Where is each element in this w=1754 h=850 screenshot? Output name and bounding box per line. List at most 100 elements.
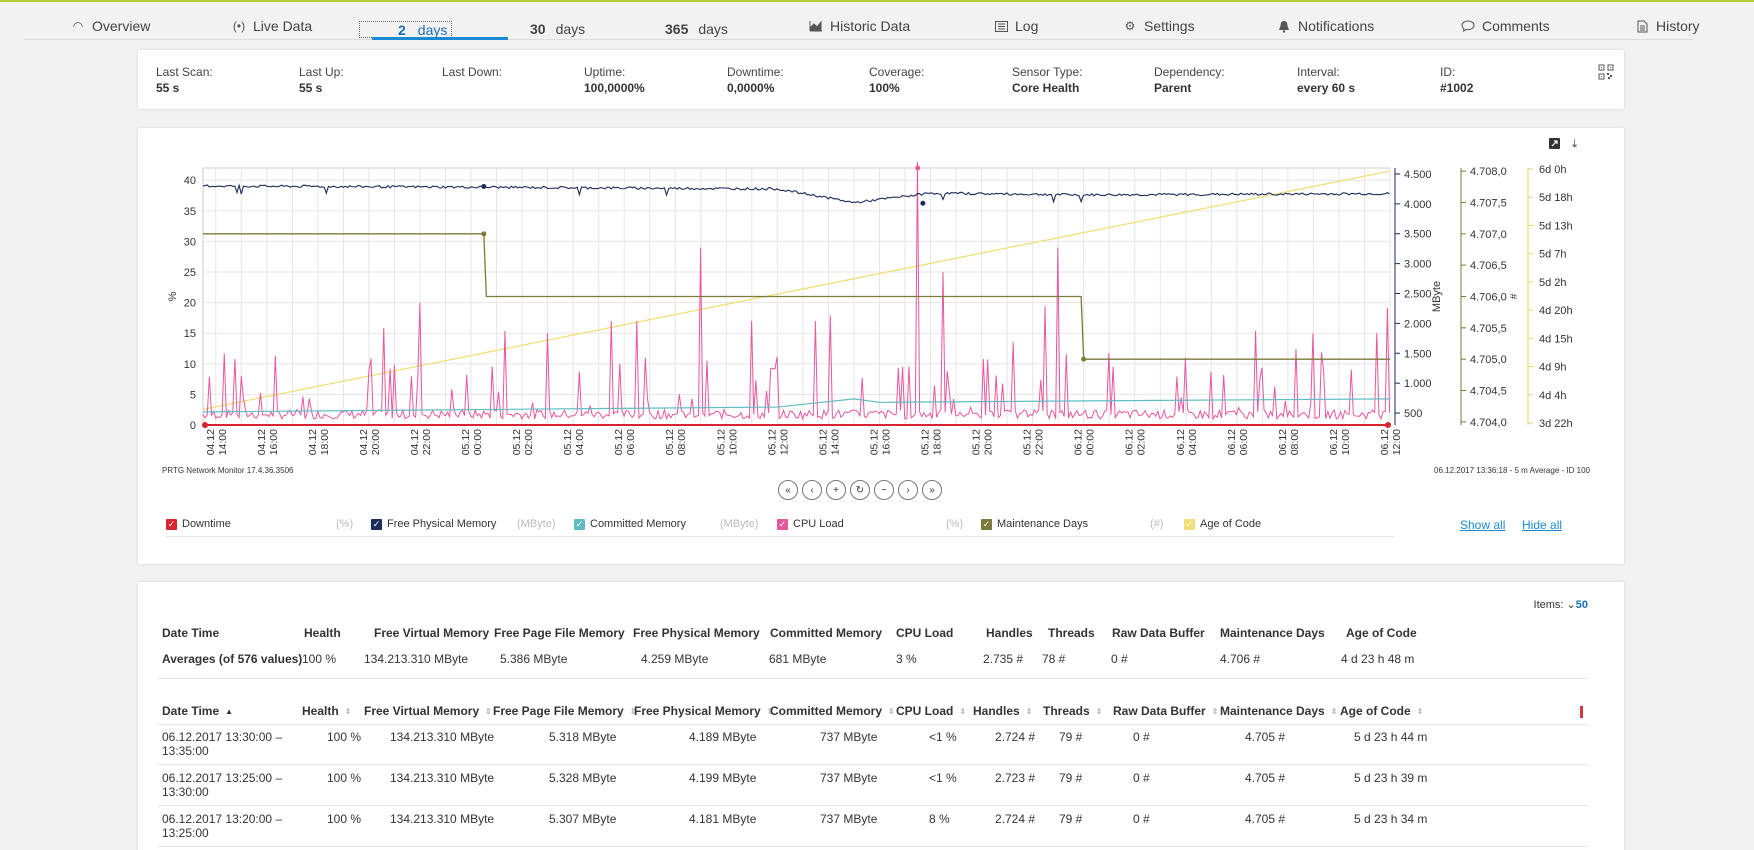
sort-column-header[interactable]: Free Page File Memory ⇕ (493, 704, 637, 718)
download-data-icon[interactable]: ⤓ (1572, 138, 1577, 150)
y-right-mbyte-tick-label: 1.000 (1404, 378, 1432, 390)
averages-cell: 4 d 23 h 48 m (1341, 652, 1415, 666)
sort-column-header[interactable]: Raw Data Buffer ⇕ (1113, 704, 1219, 718)
list-icon (993, 19, 1009, 33)
y-right-count-tick-label: 4.704,0 (1470, 417, 1507, 429)
items-per-page[interactable]: Items: ⌄50 (1533, 599, 1588, 611)
tab-live-data[interactable]: (•) Live Data (232, 18, 313, 34)
graph-toolbar: ⤓ ⤓ (1549, 138, 1600, 151)
table-cell: 100 % (327, 730, 362, 744)
sort-column-header[interactable]: Free Virtual Memory ⇕ (364, 704, 492, 718)
averages-cell: 4.259 MByte (641, 652, 709, 666)
column-header: Free Page File Memory (494, 626, 625, 640)
expand-icon[interactable] (1549, 138, 1600, 151)
x-tick-label: 05.1212:00 (766, 429, 790, 455)
y-right-mbyte-tick-label: 500 (1404, 408, 1422, 420)
checkbox-icon: ✓ (1184, 518, 1195, 530)
table-cell: 0 # (1133, 730, 1150, 744)
table-cell: 4.199 MByte (689, 771, 757, 785)
history-chart[interactable]: 0 5 10 15 20 25 30 35 40% 04.1214:00 04.1216:00 04.… (138, 128, 1624, 468)
graph-footer-version: PRTG Network Monitor 17.4.36.3506 (162, 466, 294, 475)
y-right-mbyte-tick-label: 2.000 (1404, 318, 1432, 330)
table-divider (158, 846, 1588, 847)
column-header: CPU Load (896, 626, 954, 640)
sort-column-header[interactable]: Age of Code ⇕ (1340, 704, 1424, 718)
zoom-out-button[interactable]: − (874, 480, 894, 500)
y-left-tick-label: 40 (184, 175, 196, 187)
y-right-age-tick-label: 4d 4h (1539, 390, 1567, 402)
zoom-in-button[interactable]: + (826, 480, 846, 500)
x-tick-label: 05.1218:00 (920, 429, 944, 455)
x-tick-label: 05.1208:00 (664, 429, 688, 455)
y-right-count-tick-label: 4.705,0 (1470, 354, 1507, 366)
table-cell: 5.307 MByte (549, 812, 617, 826)
tab-365-days[interactable]: 365 days (665, 21, 728, 37)
nav-next-button[interactable]: › (898, 480, 918, 500)
x-tick-label: 06.1212:00 (1379, 429, 1403, 455)
nav-prev-button[interactable]: ‹ (802, 480, 822, 500)
y-right-count-tick-label: 4.708,0 (1470, 166, 1507, 178)
table-cell: 100 % (327, 812, 362, 826)
sort-column-header[interactable]: Handles ⇕ (973, 704, 1033, 718)
legend-age-of-code[interactable]: ✓ Age of Code (1184, 518, 1262, 530)
series-maintenance-days-line (203, 233, 1390, 360)
table-cell: <1 % (929, 730, 957, 744)
sort-column-header[interactable]: Threads ⇕ (1043, 704, 1103, 718)
qr-code-icon[interactable] (1598, 64, 1614, 80)
table-cell: 100 % (327, 771, 362, 785)
x-tick-label: 05.1220:00 (971, 429, 995, 455)
sort-column-header[interactable]: Health ⇕ (302, 704, 352, 718)
x-tick-label: 04.1216:00 (256, 429, 280, 455)
reset-zoom-button[interactable]: ↻ (850, 480, 870, 500)
tab-settings[interactable]: ⚙ Settings (1122, 18, 1195, 34)
legend-downtime[interactable]: ✓ Downtime (166, 518, 231, 530)
hide-all-link[interactable]: Hide all (1522, 518, 1563, 532)
tab-comments[interactable]: Comments (1460, 18, 1550, 34)
legend-free-physical-memory[interactable]: ✓ Free Physical Memory (371, 518, 497, 530)
y-left-tick-label: 5 (190, 389, 196, 401)
tab-30-days[interactable]: 30 days (530, 21, 586, 37)
legend-unit: (MByte) (720, 518, 759, 530)
tab-log[interactable]: Log (993, 18, 1038, 34)
sort-column-header[interactable]: Free Physical Memory ⇕ (634, 704, 774, 718)
averages-cell: 4.706 # (1220, 652, 1261, 666)
tab-2-days-label: 2 days (398, 22, 448, 38)
table-cell: 134.213.310 MByte (390, 771, 495, 785)
table-cell: 4.181 MByte (689, 812, 757, 826)
series-age-of-code-line (202, 170, 1391, 410)
y-left-tick-label: 30 (184, 236, 196, 248)
sort-column-header[interactable]: Maintenance Days ⇕ (1220, 704, 1338, 718)
gauge-icon: ◠ (72, 19, 84, 33)
y-right-mbyte-tick-label: 1.500 (1404, 348, 1432, 360)
sort-column-header[interactable]: Date Time ▲ (162, 704, 234, 718)
x-tick-label: 04.1220:00 (358, 429, 382, 455)
table-cell: 06.12.2017 13:20:00 –13:25:00 (162, 812, 283, 840)
sort-icon: ⇕ (888, 707, 895, 717)
show-all-link[interactable]: Show all (1460, 518, 1506, 532)
sort-column-header[interactable]: CPU Load ⇕ (896, 704, 967, 718)
legend-committed-memory[interactable]: ✓ Committed Memory (574, 518, 686, 530)
y-right-mbyte-tick-label: 3.000 (1404, 259, 1432, 271)
sort-icon: ⇕ (1025, 707, 1033, 717)
nav-last-button[interactable]: » (922, 480, 942, 500)
tab-notifications[interactable]: Notifications (1276, 18, 1374, 34)
averages-cell: 0 # (1111, 652, 1128, 666)
y-right-mbyte-tick-label: 2.500 (1404, 289, 1432, 301)
area-chart-icon (808, 19, 824, 33)
tab-history[interactable]: History (1634, 18, 1700, 34)
table-cell: 5 d 23 h 34 m (1354, 812, 1428, 826)
sort-icon: ⇕ (959, 707, 967, 717)
sort-column-header[interactable]: Committed Memory ⇕ (770, 704, 895, 718)
x-tick-label: 05.1216:00 (868, 429, 892, 455)
table-divider (158, 678, 1588, 679)
y-right-age-tick-label: 5d 2h (1539, 277, 1567, 289)
legend-cpu-load[interactable]: ✓ CPU Load (777, 518, 844, 530)
sort-icon: ⇕ (1330, 707, 1338, 717)
nav-first-button[interactable]: « (778, 480, 798, 500)
column-header: Handles (986, 626, 1033, 640)
tab-overview[interactable]: ◠ Overview (70, 18, 151, 34)
legend-maintenance-days[interactable]: ✓ Maintenance Days (981, 518, 1089, 530)
y-right-age-tick-label: 4d 9h (1539, 362, 1567, 374)
tab-historic-data[interactable]: Historic Data (808, 18, 910, 34)
